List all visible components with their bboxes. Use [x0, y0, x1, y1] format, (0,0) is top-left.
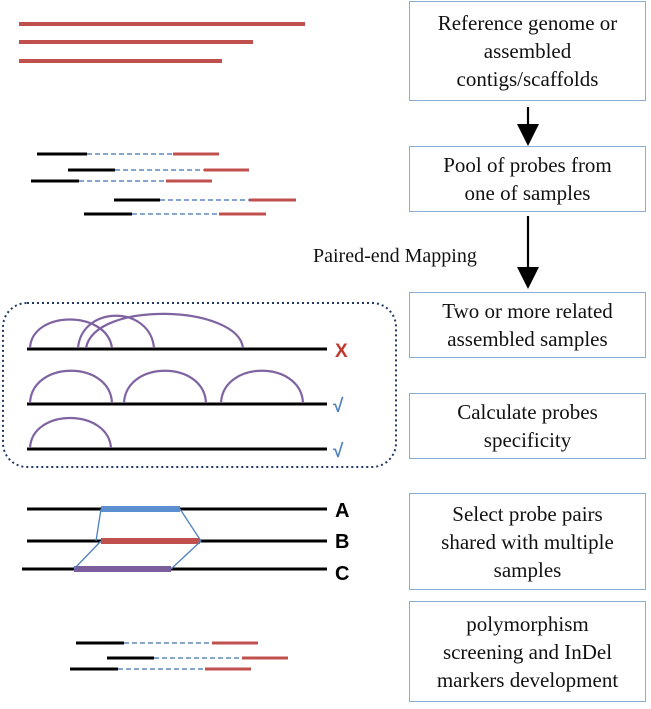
pass-mark: √	[333, 441, 344, 462]
specificity-row-pass-2	[27, 417, 327, 451]
probe-pool-top	[31, 152, 296, 216]
mapping-arc	[84, 312, 245, 349]
specificity-container	[2, 302, 397, 468]
specificity-row-pass-1	[27, 369, 327, 406]
sample-label-b: B	[335, 531, 349, 553]
step-specificity-box: Calculate probes specificity	[409, 393, 646, 459]
mapping-arc	[28, 369, 114, 404]
specificity-row-fail	[27, 312, 327, 351]
step-reference-box: Reference genome or assembled contigs/sc…	[409, 1, 646, 101]
shared-samples	[22, 506, 327, 572]
step-polymorphism-box: polymorphism screening and InDel markers…	[409, 601, 646, 702]
mapping-arc	[28, 318, 114, 349]
sample-label-a: A	[335, 500, 349, 522]
probe-pool-bottom	[70, 641, 288, 671]
mapping-arc	[219, 369, 305, 404]
step-two-samples-box: Two or more related assembled samples	[409, 292, 646, 358]
arrow-label: Paired-end Mapping	[313, 245, 477, 267]
mapping-arc	[28, 417, 113, 449]
step-pool-box: Pool of probes from one of samples	[409, 146, 646, 212]
mapping-arc	[76, 314, 156, 349]
fail-mark: X	[335, 341, 348, 362]
sample-label-c: C	[335, 563, 349, 585]
step-select-pairs-box: Select probe pairs shared with multiple …	[409, 493, 646, 590]
pass-mark: √	[333, 396, 344, 417]
reference-lines	[19, 22, 305, 63]
mapping-arc	[122, 369, 208, 404]
